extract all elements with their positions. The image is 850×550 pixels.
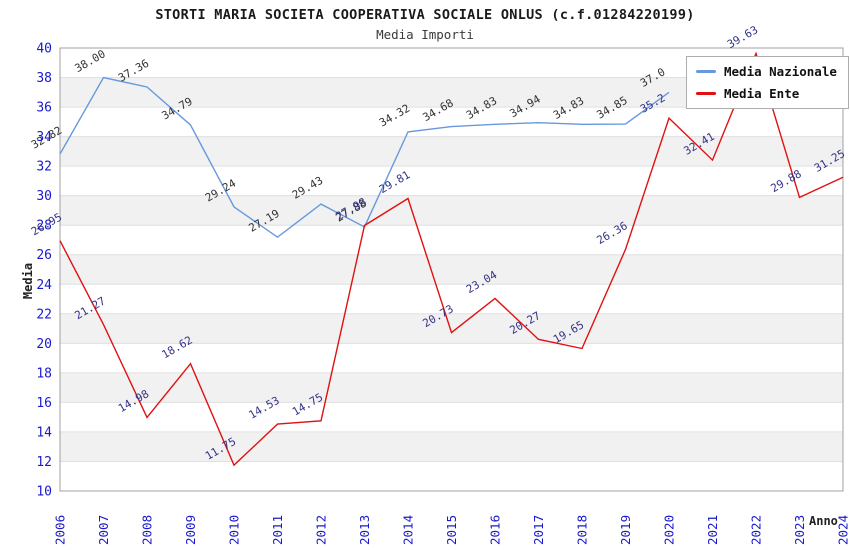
x-tick-label: 2011 [270,515,285,545]
x-tick-label: 2020 [662,515,677,545]
x-tick-label: 2009 [183,515,198,545]
x-tick-label: 2015 [444,515,459,545]
y-tick-label: 26 [36,248,52,263]
plot-band [60,166,843,196]
plot-band [60,284,843,314]
legend-item-media-nazionale: Media Nazionale [696,64,837,79]
legend-label: Media Ente [724,86,800,101]
plot-band [60,254,843,285]
plot-band [60,107,843,137]
x-tick-label: 2013 [357,515,372,545]
y-tick-label: 38 [36,71,52,86]
plot-band [60,402,843,432]
y-axis-title: Media [21,262,35,300]
plot-band [60,431,843,462]
y-tick-label: 14 [36,425,52,440]
y-tick-label: 40 [36,42,52,57]
x-tick-label: 2024 [836,515,850,545]
x-tick-label: 2016 [488,515,503,545]
x-axis-title: Anno [809,514,838,528]
point-label: 39.63 [725,23,760,51]
x-tick-label: 2019 [618,515,633,545]
plot-band [60,461,843,491]
y-tick-label: 10 [36,485,52,500]
x-tick-label: 2023 [792,515,807,545]
plot-band [60,343,843,373]
y-tick-label: 16 [36,396,52,411]
plot-band [60,313,843,344]
plot-band [60,195,843,226]
plot-band [60,372,843,403]
x-tick-label: 2012 [314,515,329,545]
y-tick-label: 20 [36,337,52,352]
y-tick-label: 30 [36,189,52,204]
x-tick-label: 2022 [749,515,764,545]
legend-item-media-ente: Media Ente [696,86,837,101]
series-line-media-ente [59,51,844,467]
plot-band [60,225,843,255]
x-tick-label: 2014 [401,515,416,545]
legend: Media Nazionale Media Ente [686,56,849,109]
y-tick-label: 36 [36,101,52,116]
y-tick-label: 22 [36,307,52,322]
x-tick-label: 2008 [140,515,155,545]
x-tick-label: 2017 [531,515,546,545]
chart-subtitle: Media Importi [376,27,474,42]
x-tick-label: 2010 [227,515,242,545]
y-tick-label: 32 [36,160,52,175]
point-label: 26.95 [29,210,64,238]
x-tick-label: 2007 [96,515,111,545]
y-tick-label: 24 [36,278,52,293]
plot-border [59,47,844,492]
x-tick-label: 2021 [705,515,720,545]
chart-title: STORTI MARIA SOCIETA COOPERATIVA SOCIALE… [155,7,695,23]
legend-line-marker-blue [696,70,716,73]
x-tick-label: 2006 [53,515,68,545]
y-tick-label: 34 [36,130,52,145]
plot-band [60,136,843,167]
point-label: 32.82 [29,124,64,152]
y-tick-label: 12 [36,455,52,470]
legend-line-marker-red [696,92,716,95]
y-tick-label: 28 [36,219,52,234]
x-tick-label: 2018 [575,515,590,545]
legend-label: Media Nazionale [724,64,837,79]
y-tick-label: 18 [36,366,52,381]
